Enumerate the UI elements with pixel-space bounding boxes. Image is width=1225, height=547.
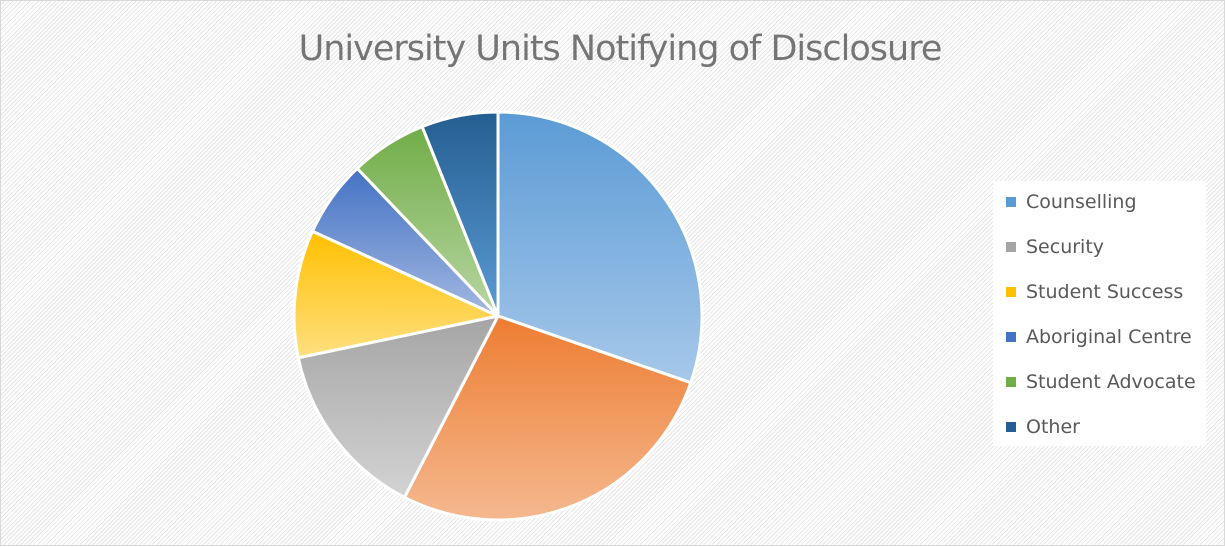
legend-item-student-advocate: Student Advocate (1006, 371, 1196, 393)
pie-slice-slice-3 (296, 314, 500, 499)
legend-swatch (1006, 422, 1016, 432)
legend-label: Student Success (1026, 281, 1184, 303)
legend-label: Other (1026, 416, 1080, 438)
legend-label: Aboriginal Centre (1026, 326, 1192, 348)
pie-slice-counselling (496, 110, 704, 385)
pie-slices (292, 110, 704, 522)
legend-item-student-success: Student Success (1006, 281, 1183, 303)
legend-label: Counselling (1026, 191, 1137, 213)
pie-slice-other (420, 110, 500, 318)
legend-swatch (1006, 332, 1016, 342)
legend-item-other: Other (1006, 416, 1080, 438)
legend-item-aboriginal-centre: Aboriginal Centre (1006, 326, 1192, 348)
legend-item-counselling: Counselling (1006, 191, 1137, 213)
chart-title: University Units Notifying of Disclosure (298, 29, 943, 69)
legend-swatch (1006, 377, 1016, 387)
legend-item-security: Security (1006, 236, 1104, 258)
legend-swatch (1006, 242, 1016, 252)
chart-legend: Counselling Security Student Success Aborig… (993, 181, 1206, 446)
legend-swatch (1006, 287, 1016, 297)
legend-swatch (1006, 197, 1016, 207)
legend-label: Student Advocate (1026, 371, 1196, 393)
pie-slice-student-success (292, 229, 500, 360)
legend-label: Security (1026, 236, 1105, 258)
pie-slice-security (403, 314, 693, 522)
